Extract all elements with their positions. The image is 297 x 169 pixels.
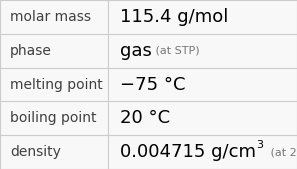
Text: 115.4 g/mol: 115.4 g/mol: [120, 8, 229, 26]
Text: −75 °C: −75 °C: [120, 76, 186, 93]
Text: boiling point: boiling point: [10, 111, 97, 125]
Text: (at STP): (at STP): [152, 46, 200, 56]
Text: molar mass: molar mass: [10, 10, 91, 24]
Text: gas: gas: [120, 42, 152, 60]
Text: (at 20 °C): (at 20 °C): [267, 147, 297, 157]
Text: 20 °C: 20 °C: [120, 109, 170, 127]
Text: density: density: [10, 145, 61, 159]
Text: 3: 3: [256, 140, 263, 150]
Text: 0.004715 g/cm: 0.004715 g/cm: [120, 143, 256, 161]
Text: phase: phase: [10, 44, 52, 58]
Text: melting point: melting point: [10, 78, 103, 91]
